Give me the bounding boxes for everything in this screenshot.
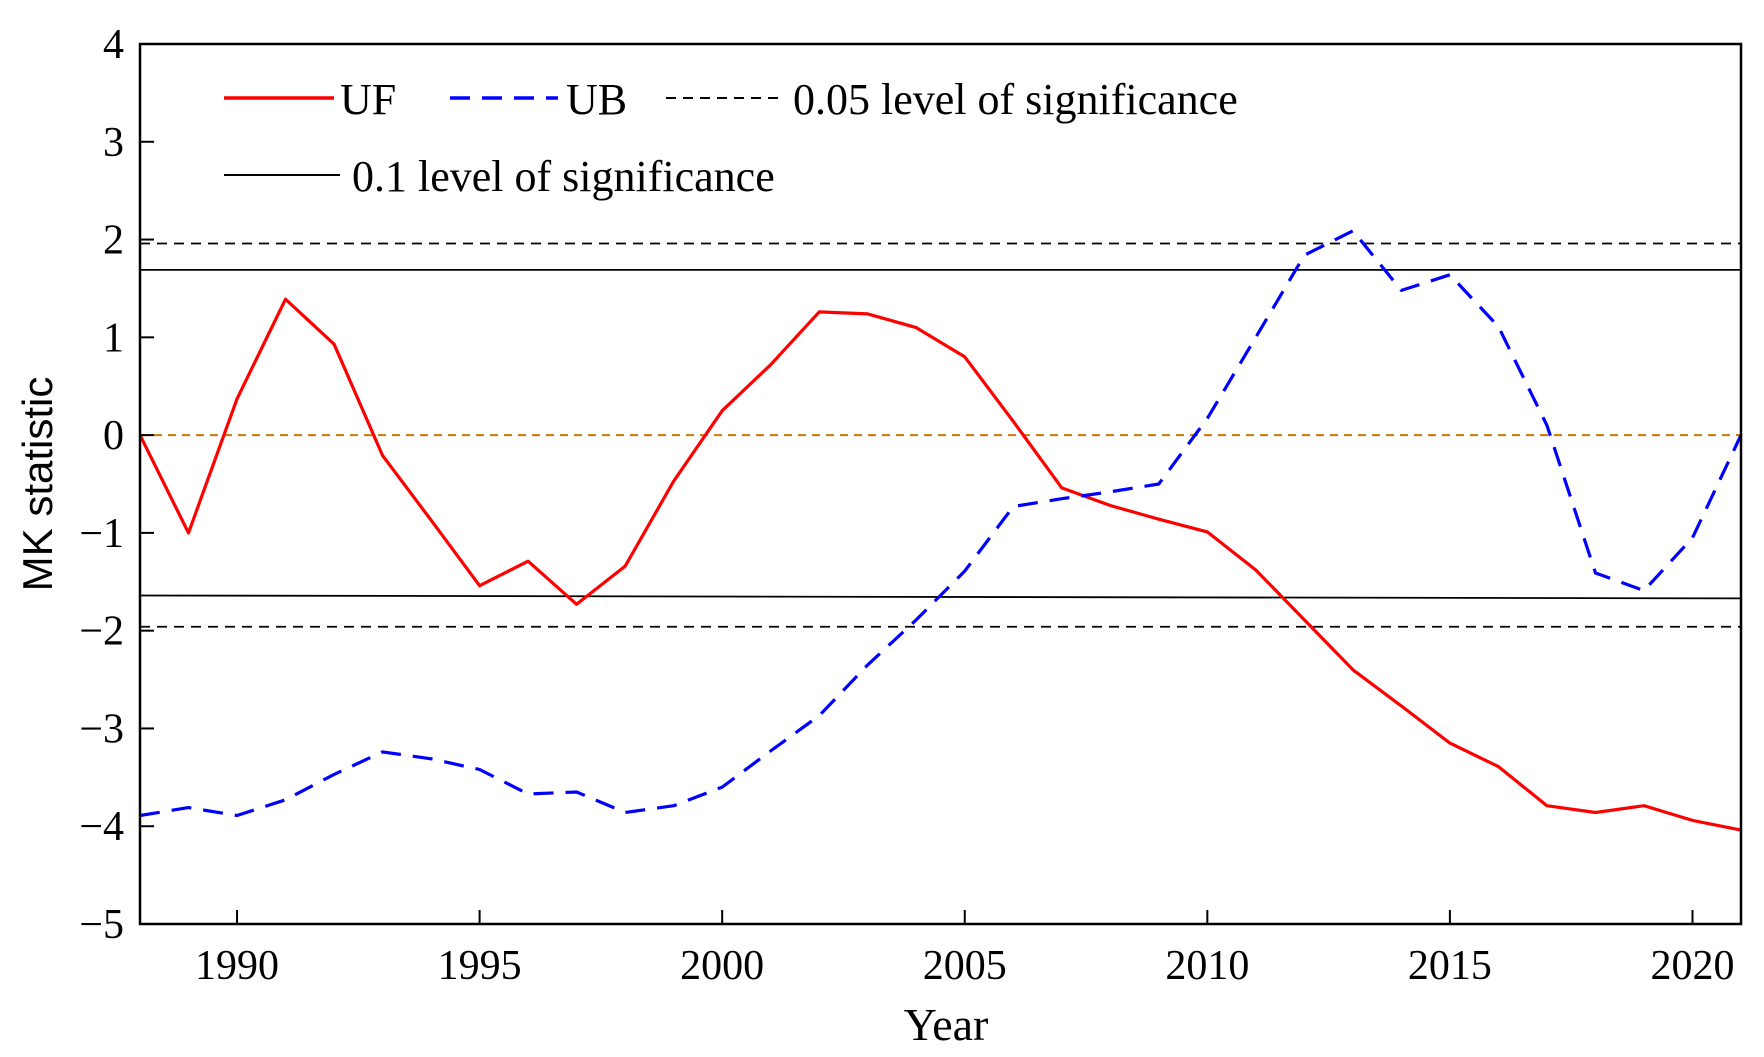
y-tick-label-0: 0 <box>103 413 124 459</box>
legend-005-label: 0.05 level of significance <box>793 75 1238 124</box>
y-tick-label--3: −3 <box>79 706 124 752</box>
y-tick-label-4: 4 <box>103 22 124 68</box>
x-tick-label-1995: 1995 <box>438 943 522 989</box>
plot-frame <box>138 42 1743 926</box>
y-tick-labels: −5 −4 −3 −2 −1 0 1 2 3 4 <box>79 22 124 948</box>
plot-lines <box>138 229 1743 832</box>
x-axis-title: Year <box>904 999 989 1050</box>
legend-ub-label: UB <box>566 75 627 124</box>
series-ub-line <box>139 229 1743 818</box>
x-tick-label-2010: 2010 <box>1165 943 1249 989</box>
y-axis-title: MK statistic <box>14 377 61 592</box>
y-tick-label-2: 2 <box>103 218 124 264</box>
x-tick-label-2005: 2005 <box>923 943 1007 989</box>
y-tick-label--1: −1 <box>79 511 124 557</box>
y-tick-label--4: −4 <box>79 804 124 850</box>
y-tick-label--2: −2 <box>79 609 124 655</box>
legend-uf-label: UF <box>340 75 396 124</box>
x-tick-label-2020: 2020 <box>1650 943 1734 989</box>
x-tick-label-2000: 2000 <box>680 943 764 989</box>
legend: UF UB 0.05 level of significance 0.1 lev… <box>224 75 1238 201</box>
series-uf-line <box>138 297 1742 832</box>
y-tick-label-1: 1 <box>103 315 124 361</box>
x-tick-label-2015: 2015 <box>1408 943 1492 989</box>
axis-ticks <box>140 43 1694 925</box>
x-tick-label-1990: 1990 <box>195 943 279 989</box>
x-tick-labels: 1990 1995 2000 2005 2010 2015 2020 <box>195 943 1734 989</box>
legend-01-label: 0.1 level of significance <box>352 152 775 201</box>
y-tick-label-3: 3 <box>103 120 124 166</box>
y-tick-label--5: −5 <box>79 902 124 948</box>
